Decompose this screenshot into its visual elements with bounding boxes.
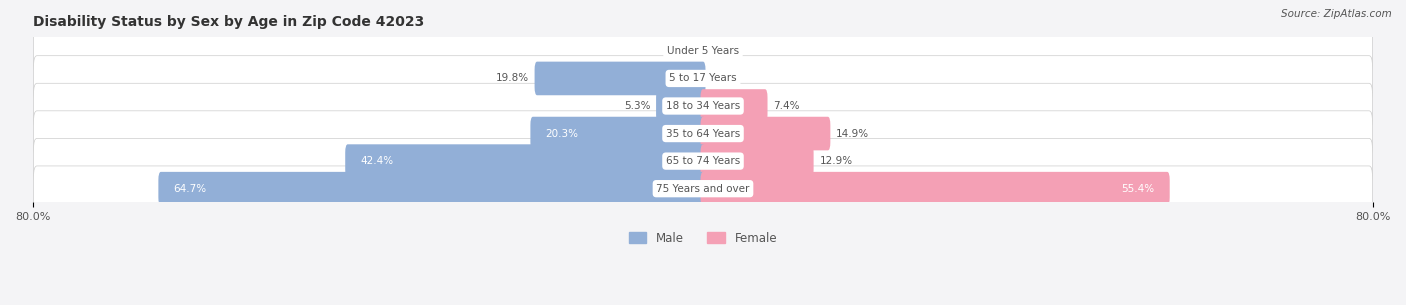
FancyBboxPatch shape xyxy=(34,56,1372,101)
Text: Source: ZipAtlas.com: Source: ZipAtlas.com xyxy=(1281,9,1392,19)
FancyBboxPatch shape xyxy=(700,117,831,150)
Text: 7.4%: 7.4% xyxy=(773,101,800,111)
FancyBboxPatch shape xyxy=(530,117,706,150)
Text: 0.0%: 0.0% xyxy=(668,46,695,56)
Text: Under 5 Years: Under 5 Years xyxy=(666,46,740,56)
FancyBboxPatch shape xyxy=(700,172,1170,206)
Text: 14.9%: 14.9% xyxy=(837,129,869,138)
FancyBboxPatch shape xyxy=(34,166,1372,211)
FancyBboxPatch shape xyxy=(159,172,706,206)
FancyBboxPatch shape xyxy=(700,89,768,123)
FancyBboxPatch shape xyxy=(700,144,814,178)
Legend: Male, Female: Male, Female xyxy=(624,227,782,249)
Text: 65 to 74 Years: 65 to 74 Years xyxy=(666,156,740,166)
FancyBboxPatch shape xyxy=(34,138,1372,184)
FancyBboxPatch shape xyxy=(534,62,706,95)
FancyBboxPatch shape xyxy=(34,28,1372,74)
FancyBboxPatch shape xyxy=(34,83,1372,129)
Text: 5.3%: 5.3% xyxy=(624,101,650,111)
Text: 64.7%: 64.7% xyxy=(173,184,207,194)
Text: 5 to 17 Years: 5 to 17 Years xyxy=(669,74,737,84)
Text: 42.4%: 42.4% xyxy=(360,156,394,166)
FancyBboxPatch shape xyxy=(34,111,1372,156)
Text: 18 to 34 Years: 18 to 34 Years xyxy=(666,101,740,111)
FancyBboxPatch shape xyxy=(346,144,706,178)
Text: Disability Status by Sex by Age in Zip Code 42023: Disability Status by Sex by Age in Zip C… xyxy=(32,15,425,29)
Text: 35 to 64 Years: 35 to 64 Years xyxy=(666,129,740,138)
Text: 19.8%: 19.8% xyxy=(495,74,529,84)
Text: 75 Years and over: 75 Years and over xyxy=(657,184,749,194)
Text: 0.0%: 0.0% xyxy=(711,74,738,84)
Text: 12.9%: 12.9% xyxy=(820,156,852,166)
Text: 20.3%: 20.3% xyxy=(546,129,578,138)
Text: 0.0%: 0.0% xyxy=(711,46,738,56)
FancyBboxPatch shape xyxy=(657,89,706,123)
Text: 55.4%: 55.4% xyxy=(1122,184,1154,194)
